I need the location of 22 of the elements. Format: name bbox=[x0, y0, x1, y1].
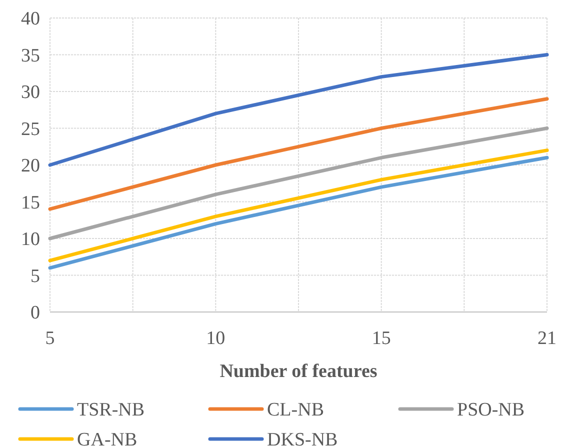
y-tick-label: 30 bbox=[21, 82, 40, 104]
legend-label: CL-NB bbox=[267, 400, 324, 421]
y-tick-label: 40 bbox=[21, 8, 40, 30]
legend-label: TSR-NB bbox=[77, 400, 145, 421]
x-tick-label: 5 bbox=[45, 328, 55, 349]
x-tick-label: 10 bbox=[206, 328, 226, 349]
legend-label: PSO-NB bbox=[457, 400, 525, 421]
y-tick-label: 15 bbox=[21, 192, 40, 214]
legend-label: GA-NB bbox=[77, 430, 138, 447]
x-tick-label: 15 bbox=[372, 328, 391, 349]
x-tick-label: 21 bbox=[538, 328, 556, 349]
y-tick-label: 10 bbox=[21, 229, 40, 250]
y-tick-label: 5 bbox=[30, 266, 40, 287]
y-tick-label: 35 bbox=[21, 45, 40, 66]
line-series bbox=[48, 126, 549, 240]
y-tick-label: 20 bbox=[21, 156, 40, 177]
legend-label: DKS-NB bbox=[267, 430, 338, 447]
y-tick-label: 0 bbox=[30, 302, 40, 324]
line-series bbox=[48, 53, 549, 167]
y-tick-label: 25 bbox=[21, 118, 40, 140]
x-axis-title: Number of features bbox=[220, 361, 378, 382]
line-series bbox=[48, 97, 549, 211]
